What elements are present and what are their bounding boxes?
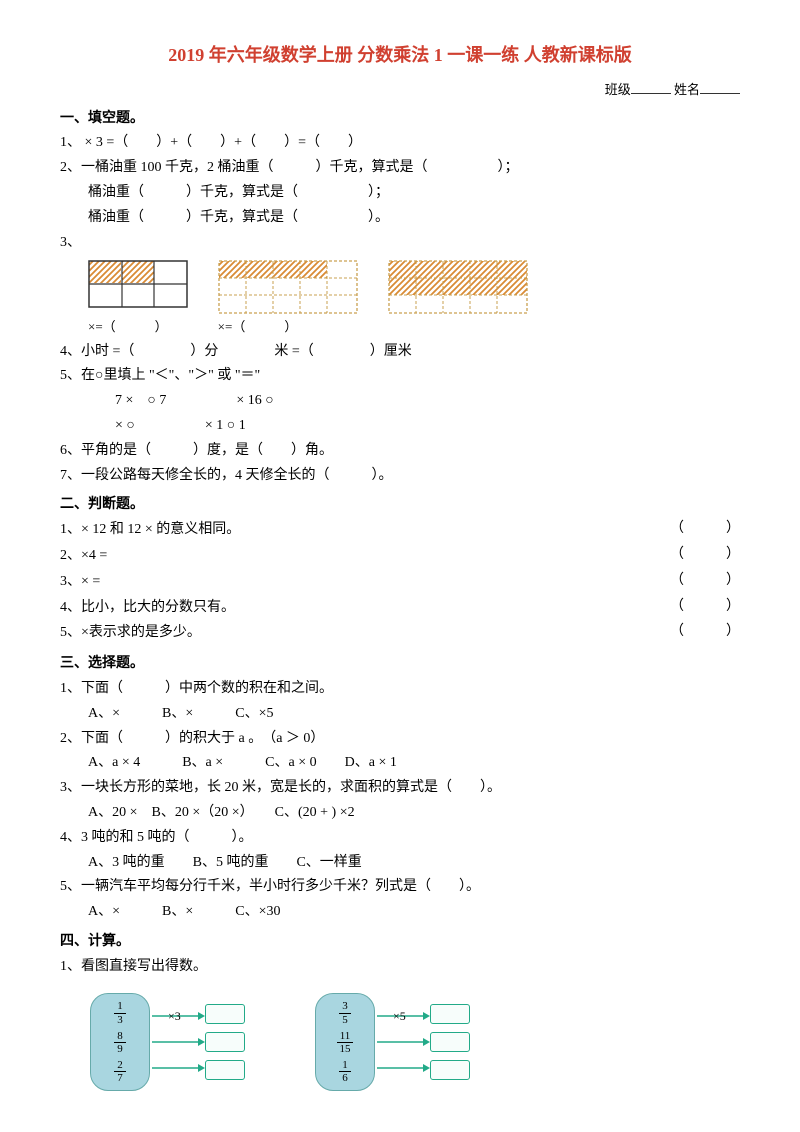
s2-q3: 3、× =: [60, 570, 670, 594]
s3-q3-opt: A、20 × B、20 ×（20 ×） C、(20 + ) ×2: [60, 801, 740, 825]
s1-q7: 7、一段公路每天修全长的，4 天修全长的（ ）。: [60, 464, 740, 488]
s3-q5: 5、一辆汽车平均每分行千米，半小时行多少千米？列式是（ ）。: [60, 875, 740, 899]
calc-left: 13 89 27 ×3: [90, 993, 245, 1091]
s1-q4: 4、小时 =（ ）分 米 =（ ）厘米: [60, 340, 740, 364]
arrow-icon: [375, 1034, 430, 1050]
name-label: 姓名: [674, 82, 700, 97]
left-arrows: ×3: [150, 1008, 205, 1076]
result-box[interactable]: [430, 1032, 470, 1052]
arrow-icon: [150, 1034, 205, 1050]
s4-q1: 1、看图直接写出得数。: [60, 955, 740, 979]
calc-diagrams: 13 89 27 ×3 35 1115 16 ×5: [90, 993, 740, 1091]
frac-3-5: 35: [326, 1000, 364, 1025]
result-box[interactable]: [205, 1004, 245, 1024]
right-blob: 35 1115 16: [315, 993, 375, 1091]
calc-right: 35 1115 16 ×5: [315, 993, 470, 1091]
frac-1-3: 13: [101, 1000, 139, 1025]
grid-label-a: ×=（ ）: [88, 316, 168, 338]
s3-q4: 4、3 吨的和 5 吨的（ ）。: [60, 826, 740, 850]
s2-q5-paren: （ ）: [670, 620, 740, 646]
grid-2: [218, 260, 358, 314]
s2-q1: 1、× 12 和 12 × 的意义相同。: [60, 518, 670, 542]
s3-q2: 2、下面（ ）的积大于 a 。 （a ＞ 0）: [60, 727, 740, 751]
s2-q2-paren: （ ）: [670, 543, 740, 569]
s3-q3: 3、一块长方形的菜地，长 20 米，宽是长的，求面积的算式是（ ）。: [60, 776, 740, 800]
arrow-icon: [375, 1060, 430, 1076]
s1-q5a: 7 × ○ 7 × 16 ○: [60, 389, 740, 413]
s3-q2-opt: A、a × 4 B、a × C、a × 0 D、a × 1: [60, 751, 740, 775]
s1-q5: 5、在○里填上 "＜"、"＞" 或 "＝": [60, 364, 740, 388]
grid-3: [388, 260, 528, 314]
class-name-line: 班级 姓名: [60, 79, 740, 101]
right-mult-label: ×5: [393, 1006, 406, 1026]
right-arrows: ×5: [375, 1008, 430, 1076]
fraction-grids: [88, 260, 740, 314]
s1-q2b: 桶油重（ ）千克，算式是（ ）；: [60, 181, 740, 205]
s2-q4-paren: （ ）: [670, 595, 740, 621]
s2-q4: 4、比小，比大的分数只有。: [60, 596, 670, 620]
frac-8-9: 89: [101, 1030, 139, 1055]
s1-q6: 6、平角的是（ ）度，是（ ）角。: [60, 439, 740, 463]
arrow-icon: [150, 1060, 205, 1076]
s2-q5: 5、×表示求的是多少。: [60, 621, 670, 645]
frac-2-7: 27: [101, 1059, 139, 1084]
s1-q2a: 2、一桶油重 100 千克，2 桶油重（ ）千克，算式是（ ）；: [60, 156, 740, 180]
s1-q2c: 桶油重（ ）千克，算式是（ ）。: [60, 206, 740, 230]
class-blank[interactable]: [631, 81, 671, 94]
grid-label-b: ×=（ ）: [218, 316, 298, 338]
result-box[interactable]: [205, 1060, 245, 1080]
class-label: 班级: [605, 82, 631, 97]
s3-q4-opt: A、3 吨的重 B、5 吨的重 C、一样重: [60, 851, 740, 875]
section-3-head: 三、选择题。: [60, 652, 740, 676]
s2-q1-paren: （ ）: [670, 517, 740, 543]
result-box[interactable]: [205, 1032, 245, 1052]
result-box[interactable]: [430, 1060, 470, 1080]
s2-q3-paren: （ ）: [670, 569, 740, 595]
left-result-boxes: [205, 1004, 245, 1080]
left-mult-label: ×3: [168, 1006, 181, 1026]
result-box[interactable]: [430, 1004, 470, 1024]
section-2-head: 二、判断题。: [60, 493, 740, 517]
section-1-head: 一、填空题。: [60, 107, 740, 131]
s2-q2: 2、×4 =: [60, 544, 670, 568]
name-blank[interactable]: [700, 81, 740, 94]
s3-q1: 1、下面（ ）中两个数的积在和之间。: [60, 677, 740, 701]
s1-q3: 3、: [60, 231, 740, 255]
frac-1-6: 16: [326, 1059, 364, 1084]
s1-q1: 1、 × 3 =（ ）+（ ）+（ ）=（ ）: [60, 131, 740, 155]
s3-q1-opt: A、× B、× C、×5: [60, 702, 740, 726]
frac-11-15: 1115: [326, 1030, 364, 1055]
grid-labels: ×=（ ） ×=（ ）: [88, 316, 740, 338]
grid-1: [88, 260, 188, 308]
section-4-head: 四、计算。: [60, 930, 740, 954]
s3-q5-opt: A、× B、× C、×30: [60, 900, 740, 924]
page-title: 2019 年六年级数学上册 分数乘法 1 一课一练 人教新课标版: [60, 40, 740, 71]
s1-q5b: × ○ × 1 ○ 1: [60, 414, 740, 438]
right-result-boxes: [430, 1004, 470, 1080]
left-blob: 13 89 27: [90, 993, 150, 1091]
